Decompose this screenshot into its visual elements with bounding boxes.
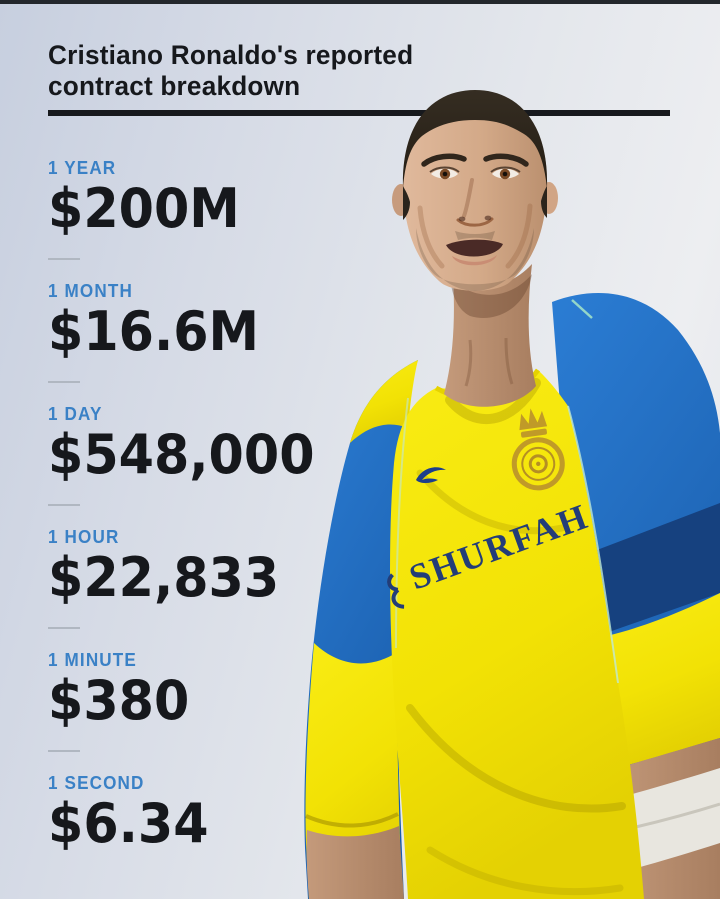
stat-row-hour: 1 HOUR $22,833 — [48, 527, 332, 605]
stat-amount: $16.6M — [48, 300, 260, 363]
stat-amount: $380 — [48, 669, 190, 732]
stat-amount: $200M — [48, 177, 240, 240]
stat-divider — [48, 258, 80, 260]
stat-row-second: 1 SECOND $6.34 — [48, 773, 332, 851]
title-line-2: contract breakdown — [48, 71, 301, 101]
page-title: Cristiano Ronaldo's reported contract br… — [48, 40, 413, 102]
top-border-bar — [0, 0, 720, 4]
sponsor-mark-icon — [387, 573, 405, 609]
stat-period-label: 1 YEAR — [48, 158, 117, 178]
al-nassr-crest — [511, 408, 565, 491]
stat-period-label: 1 DAY — [48, 404, 103, 424]
nose — [456, 217, 494, 227]
neck — [444, 260, 536, 407]
jersey-torso: SHURFAH — [387, 299, 644, 899]
contract-breakdown-list: 1 YEAR $200M 1 MONTH $16.6M 1 DAY $548,0… — [48, 158, 332, 851]
hair — [402, 90, 548, 188]
ronaldo-photo: SHURFAH — [304, 90, 720, 899]
stat-row-minute: 1 MINUTE $380 — [48, 650, 332, 728]
stat-divider — [48, 750, 80, 752]
stat-period-label: 1 MINUTE — [48, 650, 137, 670]
stat-period-label: 1 HOUR — [48, 527, 120, 547]
stat-period-label: 1 SECOND — [48, 773, 145, 793]
stat-divider — [48, 381, 80, 383]
stat-amount: $548,000 — [48, 423, 315, 486]
stat-row-day: 1 DAY $548,000 — [48, 404, 332, 482]
eyebrows — [421, 153, 529, 167]
stat-divider — [48, 504, 80, 506]
left-arm — [304, 360, 418, 899]
mouth — [446, 239, 503, 257]
stat-row-year: 1 YEAR $200M — [48, 158, 332, 236]
stat-amount: $22,833 — [48, 546, 280, 609]
chest-brand-logo — [416, 467, 446, 483]
captain-armband — [576, 503, 720, 640]
eyes — [431, 168, 519, 179]
stat-period-label: 1 MONTH — [48, 281, 133, 301]
stat-amount: $6.34 — [48, 792, 209, 855]
stat-row-month: 1 MONTH $16.6M — [48, 281, 332, 359]
head — [392, 90, 558, 291]
title-underline-rule — [48, 110, 670, 116]
title-line-1: Cristiano Ronaldo's reported — [48, 40, 414, 70]
stat-divider — [48, 627, 80, 629]
